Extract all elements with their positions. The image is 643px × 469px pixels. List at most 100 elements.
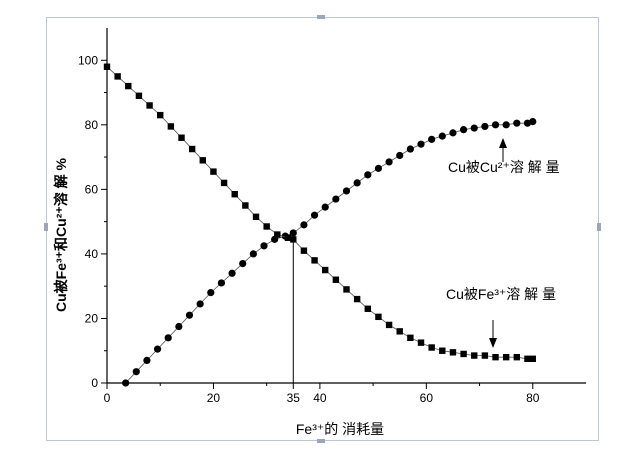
y-ticks: 0 20 40 60 80 100	[78, 53, 107, 390]
cu2-data-point	[438, 132, 446, 140]
fe3-data-point	[274, 231, 281, 238]
x-axis-label: Fe³⁺的 消耗量	[296, 421, 384, 437]
y-tick-label: 20	[85, 311, 99, 325]
fe3-data-point	[428, 344, 435, 351]
fe3-data-point	[524, 355, 531, 362]
cu2-data-point	[175, 322, 183, 331]
cu2-data-point	[529, 117, 537, 126]
fe3-data-point	[135, 92, 143, 99]
cu2-data-point	[310, 211, 319, 219]
data-marks	[103, 63, 537, 387]
cu2-data-point	[196, 300, 204, 308]
cu2-data-point	[260, 242, 268, 250]
y-tick-label: 0	[91, 376, 98, 390]
fe3-data-point	[146, 102, 153, 109]
fe3-data-point	[343, 286, 350, 293]
fe3-data-point	[375, 313, 382, 321]
fe3-data-point	[311, 257, 318, 264]
fe3-data-point	[220, 179, 228, 187]
cu2-data-point	[417, 140, 425, 148]
y-tick-label: 100	[78, 53, 98, 67]
cu2-data-point	[122, 379, 130, 387]
cu2-series-label: Cu被Cu²⁺溶 解 量	[448, 159, 560, 175]
fe3-annotation-arrowhead	[489, 338, 497, 348]
cu2-data-point	[491, 121, 500, 129]
cu2-data-point	[364, 171, 372, 179]
fe3-data-point	[513, 353, 521, 361]
cu2-data-point	[239, 259, 247, 268]
x-ticks: 0 20 35 40 60 80	[104, 383, 540, 405]
fe3-data-point	[471, 352, 478, 359]
fe3-data-point	[332, 276, 340, 283]
cu2-annotation-arrowhead	[499, 138, 507, 148]
fe3-data-point	[481, 352, 489, 359]
cu2-data-point	[428, 135, 436, 143]
y-tick-label: 40	[85, 247, 99, 261]
resize-handle-bottom[interactable]	[317, 439, 325, 443]
chart-frame	[44, 15, 601, 443]
cu2-data-point	[153, 345, 162, 353]
cu2-data-point	[502, 121, 510, 129]
axes	[106, 28, 586, 384]
cu2-data-point	[396, 151, 404, 160]
fe3-data-point	[492, 353, 499, 361]
cu2-data-point	[217, 279, 226, 287]
fe3-data-point	[284, 234, 292, 241]
fe3-data-point	[178, 134, 185, 141]
x-tick-label: 40	[313, 391, 327, 405]
fe3-data-point	[439, 347, 446, 354]
x-tick-label: 20	[207, 391, 221, 405]
cu2-data-point	[481, 122, 489, 131]
resize-handle-left[interactable]	[44, 223, 48, 231]
cu2-data-point	[353, 179, 361, 187]
fe3-data-point	[199, 157, 206, 164]
fe3-data-point	[460, 350, 467, 358]
cu2-data-point	[470, 124, 478, 132]
fe3-data-point	[263, 223, 270, 230]
fe3-data-point	[364, 305, 371, 312]
fe3-data-point	[252, 213, 260, 220]
fe3-data-point	[385, 321, 393, 329]
fe3-data-point	[417, 339, 425, 346]
resize-handle-right[interactable]	[597, 223, 601, 231]
fe3-data-point	[300, 247, 308, 254]
fe3-data-point	[188, 145, 196, 153]
fe3-data-point	[502, 353, 510, 361]
x-tick-label: 0	[104, 391, 111, 405]
cu2-data-point	[143, 356, 151, 365]
cu2-data-point	[132, 368, 140, 376]
cu2-data-point	[185, 311, 194, 319]
x-tick-label: 80	[526, 391, 540, 405]
cu2-data-point	[207, 289, 215, 297]
fe3-data-point	[322, 266, 329, 274]
y-axis-label: Cu被Fe³⁺和Cu²⁺溶 解 %	[53, 157, 69, 312]
cu2-data-point	[332, 195, 340, 203]
fe3-data-point	[114, 73, 121, 80]
cu2-data-point	[289, 229, 297, 237]
x-tick-label: 60	[420, 391, 434, 405]
cu2-data-point	[164, 334, 172, 342]
cu2-data-point	[406, 145, 414, 153]
fe3-series-label: Cu被Fe³⁺溶 解 量	[446, 286, 556, 302]
cu2-data-point	[459, 126, 468, 134]
resize-handle-top[interactable]	[317, 15, 325, 19]
fe3-series-line	[106, 66, 533, 360]
cu2-series-line	[125, 121, 533, 384]
cu2-data-point	[228, 269, 236, 277]
y-tick-label: 80	[85, 118, 99, 132]
cu2-data-point	[300, 221, 308, 229]
cu2-data-point	[385, 158, 393, 166]
y-tick-label: 60	[85, 182, 99, 196]
fe3-data-point	[353, 295, 361, 303]
cu2-data-point	[342, 187, 351, 195]
fe3-data-point	[157, 111, 164, 119]
x-tick-label: 35	[287, 391, 301, 405]
cu2-data-point	[513, 119, 521, 127]
fe3-data-point	[103, 63, 111, 70]
fe3-data-point	[125, 82, 132, 90]
fe3-data-point	[396, 328, 403, 335]
cu2-data-point	[321, 203, 329, 211]
cu2-data-point	[374, 164, 383, 172]
fe3-data-point	[449, 349, 457, 356]
